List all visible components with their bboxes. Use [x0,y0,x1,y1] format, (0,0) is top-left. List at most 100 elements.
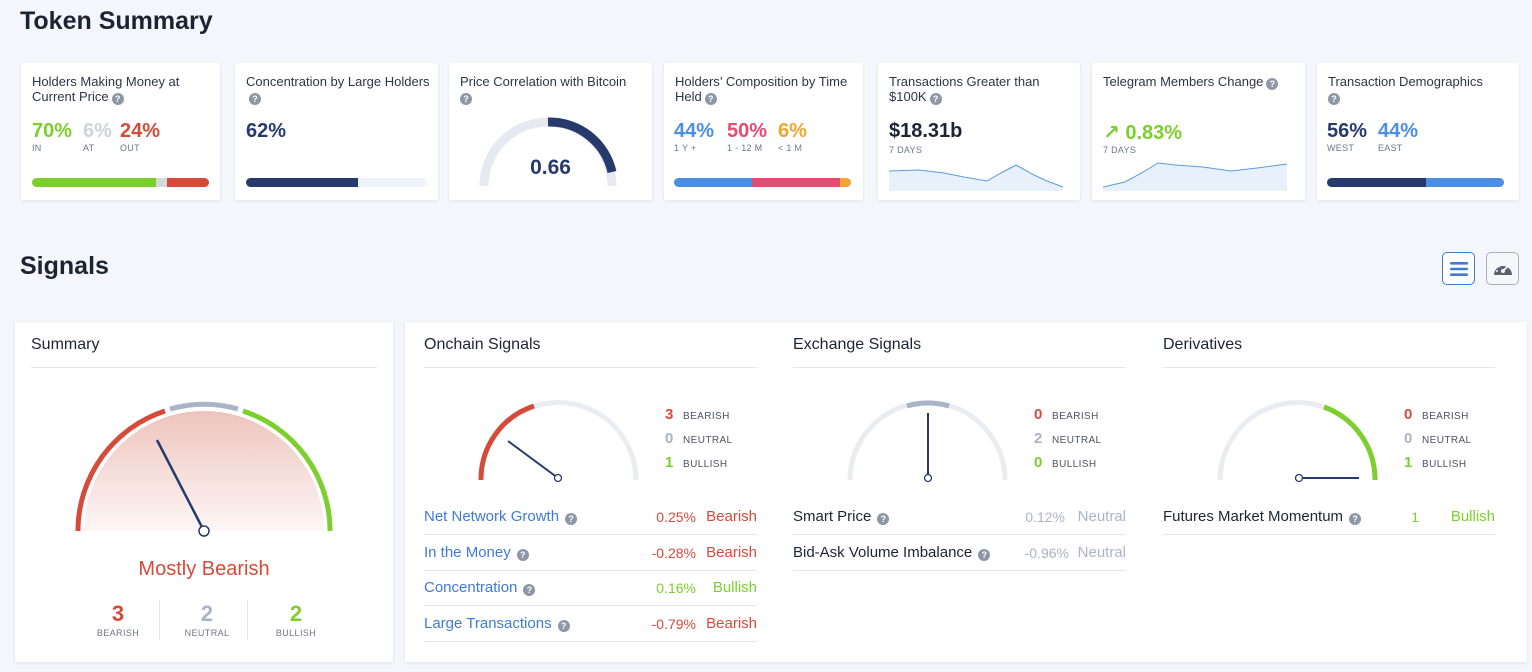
telegram-card[interactable]: Telegram Members Change? ↗ 0.83% 7 DAYS [1092,63,1305,200]
help-icon[interactable]: ? [516,549,529,561]
help-icon[interactable]: ? [1328,93,1340,105]
card-title: Holders’ Composition by Time Held? [675,74,848,105]
signal-row[interactable]: Futures Market Momentum? 1 Bullish [1163,499,1495,535]
signal-name-link[interactable]: Net Network Growth? [424,508,578,525]
signal-row[interactable]: Smart Price? 0.12% Neutral [793,499,1126,535]
concentration-value: 62% [246,120,287,142]
correlation-gauge-fill [547,117,617,174]
summary-panel: Summary Mostly Bearish 3 BEARISH 2 NEUTR… [15,322,393,662]
help-icon[interactable]: ? [877,513,890,525]
telegram-sparkline [1103,162,1288,191]
holders-composition-card[interactable]: Holders’ Composition by Time Held? 44% 1… [664,63,863,200]
signal-row[interactable]: Bid-Ask Volume Imbalance? -0.96% Neutral [793,535,1126,571]
onchain-gauge [478,400,639,483]
signal-verdict: Bearish [706,508,757,525]
correlation-value: 0.66 [530,156,571,179]
composition-bar [674,178,851,187]
list-icon [1449,261,1468,276]
bar-in [32,178,156,187]
concentration-card[interactable]: Concentration by Large Holders? 62% [235,63,438,200]
onchain-column: Onchain Signals 3 BEARISH 0 NEUTRAL 1 BULLI… [424,322,757,662]
long-term-stat: 44% 1 Y + [674,120,715,153]
signal-verdict: Bearish [706,615,757,632]
signal-value: -0.28% [651,545,696,561]
signal-verdict: Neutral [1077,544,1126,561]
signal-name-link[interactable]: Concentration? [424,579,536,596]
summary-gauge [75,401,333,537]
help-icon[interactable]: ? [704,93,717,105]
correlation-gauge [479,117,617,187]
card-title: Concentration by Large Holders? [246,74,430,105]
derivatives-bearish-count: 0 BEARISH [1404,406,1469,423]
signal-row[interactable]: Net Network Growth? 0.25% Bearish [424,499,757,535]
bar-east [1426,178,1504,187]
signal-value: 0.16% [656,580,696,596]
demographics-card[interactable]: Transaction Demographics? 56% WEST 44% E… [1317,63,1519,200]
help-icon[interactable]: ? [523,584,536,596]
signal-value: 0.12% [1025,509,1065,525]
signal-name: Futures Market Momentum? [1163,508,1362,525]
signal-name-link[interactable]: Large Transactions? [424,615,570,632]
bar-long [674,178,752,187]
derivatives-column: Derivatives 0 BEARISH 0 NEUTRAL 1 BULLISH F… [1163,322,1495,662]
card-title: Holders Making Money at Current Price? [32,74,180,105]
card-title: Price Correlation with Bitcoin? [460,74,627,105]
signal-verdict: Bullish [712,579,757,596]
btc-correlation-card[interactable]: Price Correlation with Bitcoin? 0.66 [449,63,652,200]
signal-row[interactable]: Large Transactions? -0.79% Bearish [424,606,757,642]
help-icon[interactable]: ? [460,93,472,105]
help-icon[interactable]: ? [1266,78,1279,90]
summary-bullish-count: 2 BULLISH [275,601,317,639]
divider [31,367,377,368]
help-icon[interactable]: ? [557,620,570,632]
signal-verdict: Bullish [1450,508,1495,525]
bar-at [155,178,167,187]
help-icon[interactable]: ? [111,93,124,105]
signal-row[interactable]: In the Money? -0.28% Bearish [424,535,757,571]
large-transactions-card[interactable]: Transactions Greater than $100K? $18.31b… [878,63,1080,200]
onchain-title: Onchain Signals [424,336,541,353]
help-icon[interactable]: ? [1349,513,1362,525]
list-view-button[interactable] [1442,252,1475,285]
token-summary-title: Token Summary [20,7,213,35]
transactions-period: 7 DAYS [889,145,923,155]
concentration-bar [246,178,427,187]
signals-detail-panel: Onchain Signals 3 BEARISH 0 NEUTRAL 1 BULLI… [405,322,1527,662]
signal-row[interactable]: Concentration? 0.16% Bullish [424,570,757,606]
onchain-neutral-count: 0 NEUTRAL [665,430,733,447]
signal-value: -0.96% [1024,545,1069,561]
help-icon[interactable]: ? [929,93,942,105]
help-icon[interactable]: ? [978,549,991,561]
signal-verdict: Neutral [1077,508,1126,525]
bar-short [840,178,851,187]
divider [247,600,248,640]
signal-value: -0.79% [651,616,696,632]
bar-large-holders [246,178,359,187]
at-stat: 6% AT [83,120,112,153]
exchange-title: Exchange Signals [793,336,922,353]
help-icon[interactable]: ? [249,93,261,105]
derivatives-title: Derivatives [1163,336,1243,353]
holders-money-card[interactable]: Holders Making Money at Current Price? 7… [21,63,220,200]
mid-term-stat: 50% 1 - 12 M [727,120,768,153]
card-title: Telegram Members Change? [1103,74,1297,90]
summary-bearish-count: 3 BEARISH [96,601,140,639]
divider [1163,367,1495,368]
summary-neutral-count: 2 NEUTRAL [184,601,230,639]
demographics-bar [1327,178,1504,187]
exchange-neutral-count: 2 NEUTRAL [1034,430,1102,447]
bar-west [1327,178,1427,187]
divider [159,600,160,640]
onchain-bullish-count: 1 BULLISH [665,454,728,471]
arrow-up-right-icon: ↗ [1103,122,1120,144]
exchange-gauge [847,400,1008,483]
telegram-period: 7 DAYS [1103,145,1137,155]
gauge-view-button[interactable] [1486,252,1519,285]
in-stat: 70% IN [32,120,73,153]
derivatives-neutral-count: 0 NEUTRAL [1404,430,1472,447]
exchange-bearish-count: 0 BEARISH [1034,406,1099,423]
summary-title: Summary [31,336,100,353]
help-icon[interactable]: ? [565,513,578,525]
signal-name-link[interactable]: In the Money? [424,544,529,561]
bar-out [166,178,209,187]
